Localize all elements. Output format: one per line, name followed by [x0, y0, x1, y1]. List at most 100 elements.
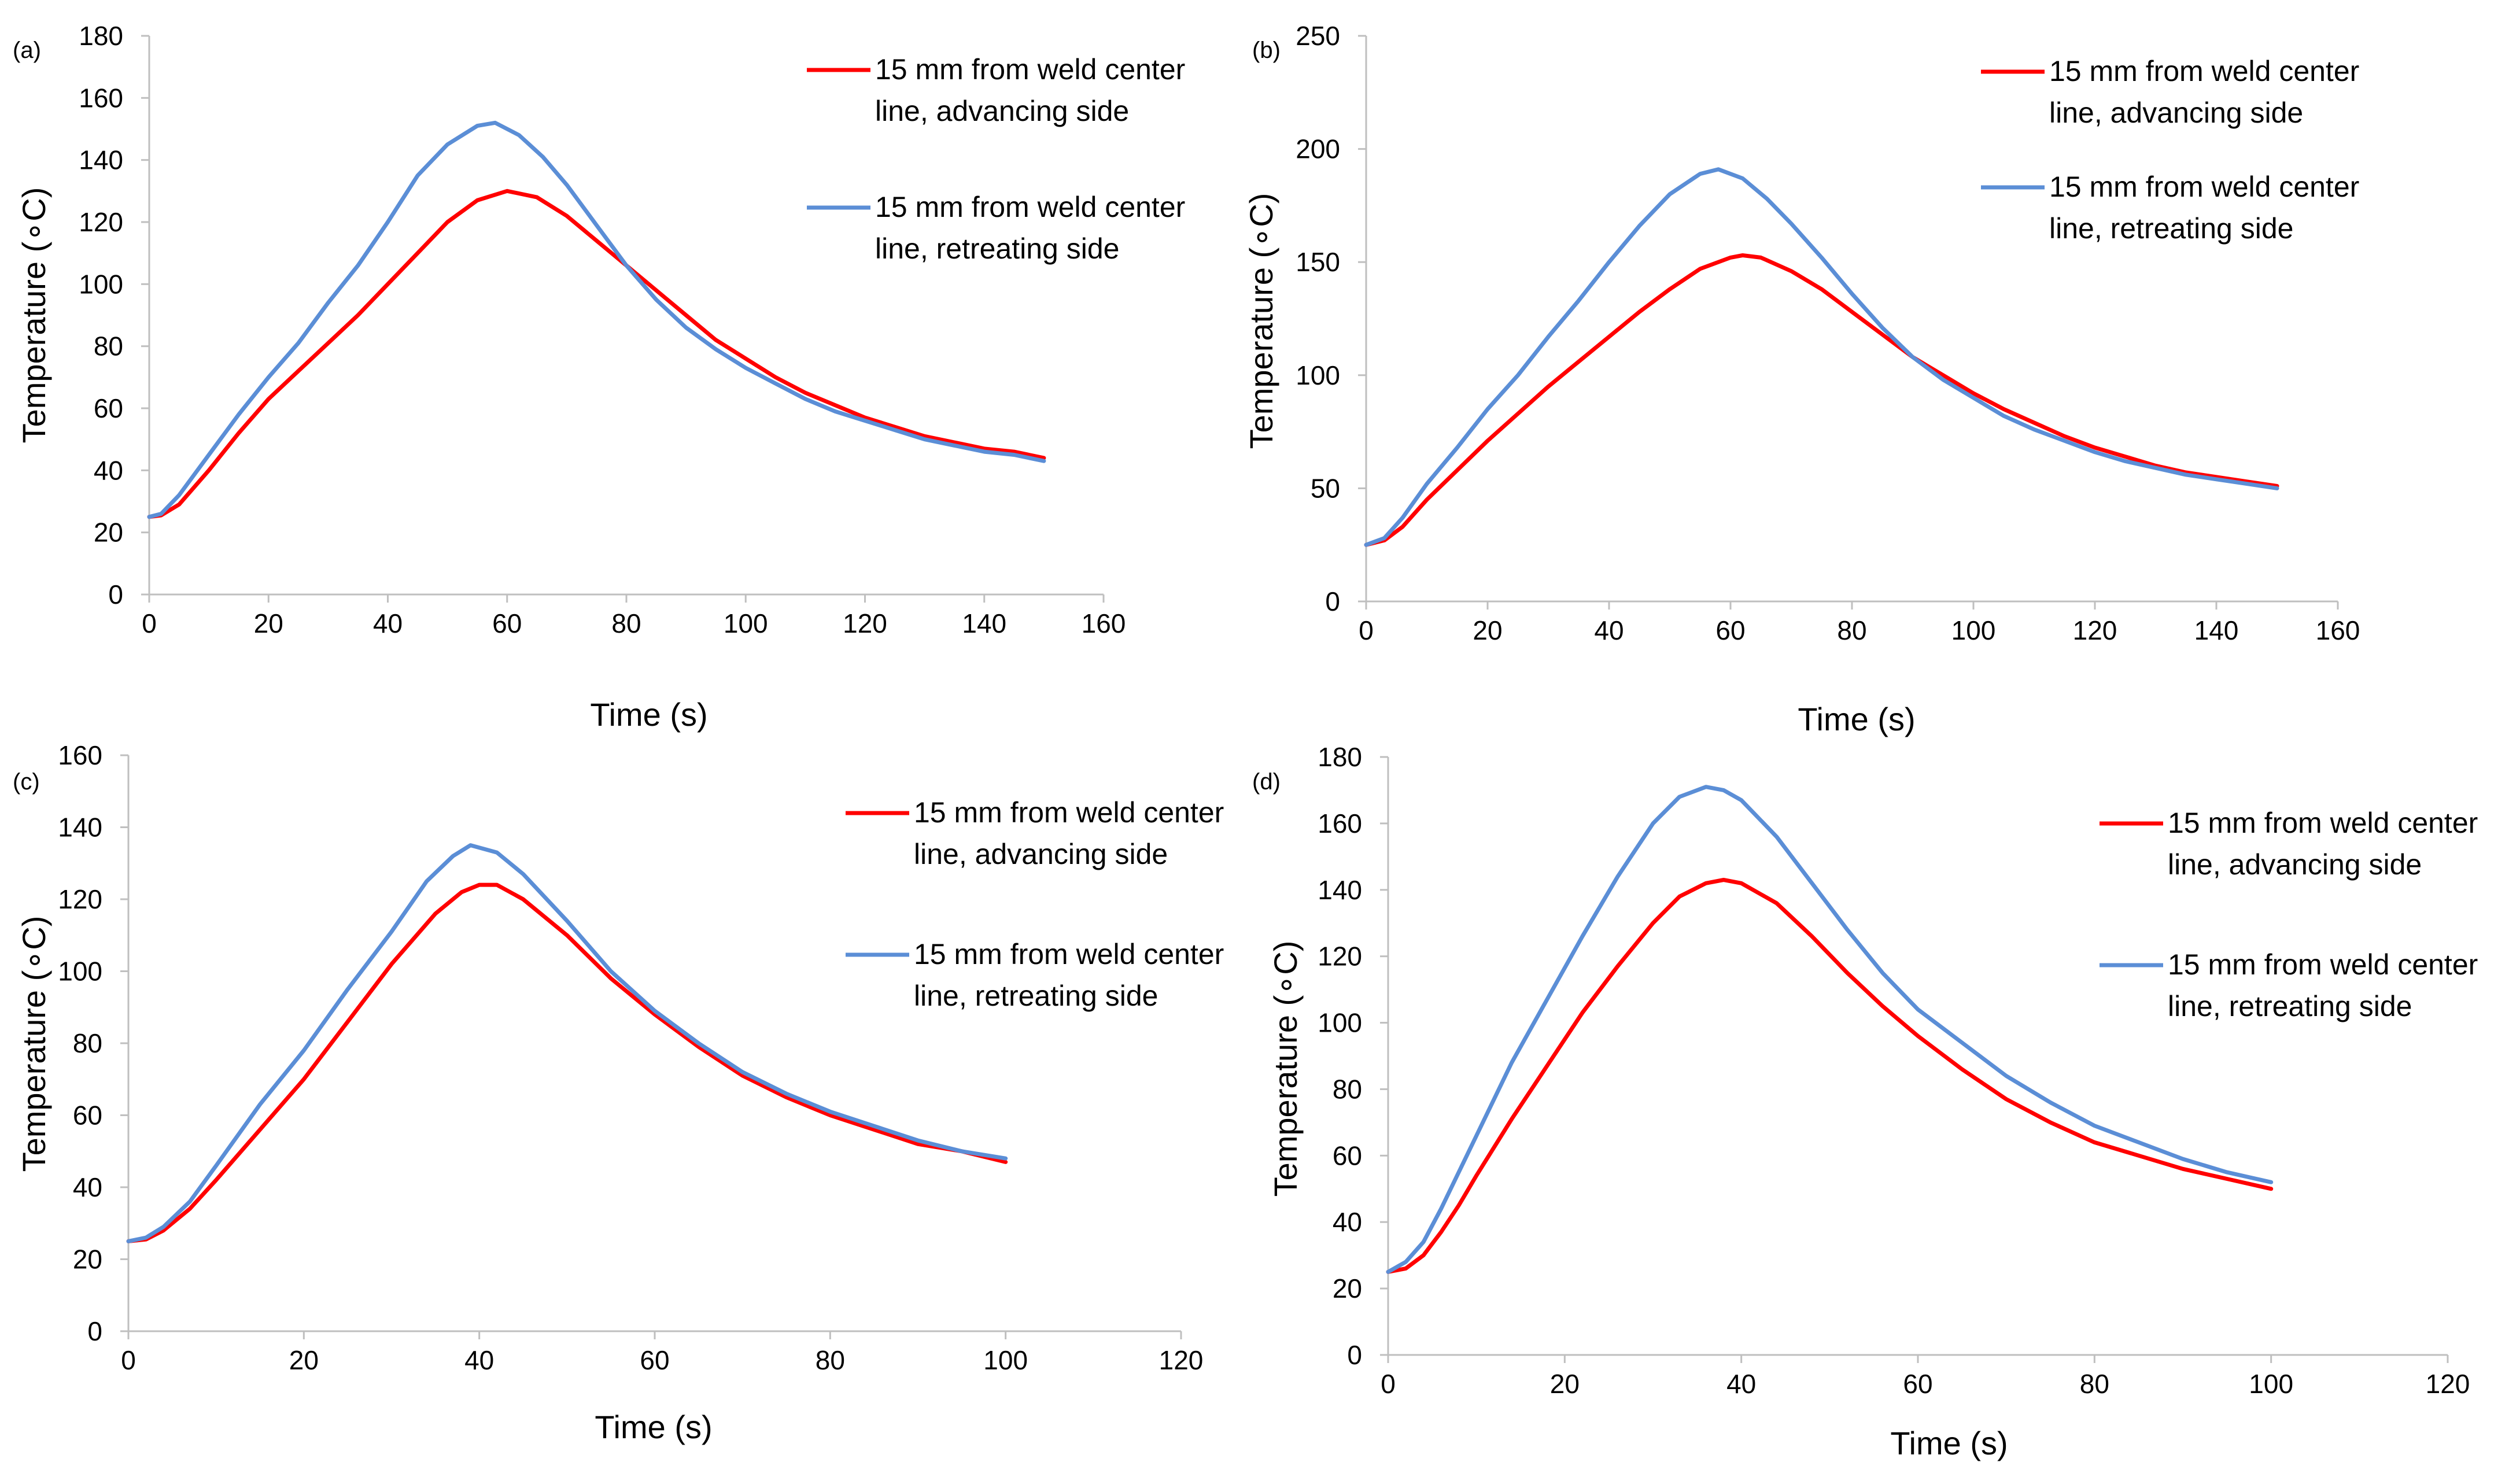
y-tick-label: 100: [58, 956, 102, 987]
series-line-retreating: [1364, 167, 2279, 547]
y-tick-label: 40: [73, 1172, 102, 1202]
chart-panel-4: 0 20 40 60 80 100 120 0 20 40 60 80 100 120 140 160 180 T…: [1252, 742, 2478, 1461]
y-tick-label: 100: [1296, 360, 1340, 390]
y-tick-label: 40: [94, 455, 123, 485]
y-tick-label: 0: [87, 1316, 102, 1346]
x-tick-label: 20: [289, 1345, 319, 1375]
x-tick-label: 20: [1473, 615, 1502, 645]
x-tick-label: 120: [843, 608, 887, 638]
x-axis-title: Time (s): [1798, 701, 1915, 737]
y-tick-label: 60: [94, 393, 123, 423]
x-tick-label: 80: [1837, 615, 1866, 645]
y-tick-label: 60: [73, 1100, 102, 1131]
x-tick-label: 80: [816, 1345, 845, 1375]
y-tick-label: 120: [58, 884, 102, 914]
legend-label-retreating-line2: line, retreating side: [914, 980, 1158, 1012]
y-tick-label: 140: [1318, 875, 1362, 905]
y-tick-label: 50: [1311, 473, 1340, 503]
y-tick-label: 200: [1296, 134, 1340, 164]
legend: 15 mm from weld center line, advancing si…: [1981, 55, 2359, 245]
x-tick-label: 140: [962, 608, 1006, 638]
y-tick-label: 40: [1333, 1207, 1362, 1237]
y-tick-label: 160: [1318, 808, 1362, 839]
y-tick-label: 100: [1318, 1008, 1362, 1038]
x-tick-label: 20: [254, 608, 283, 638]
legend-label-advancing: 15 mm from weld center: [914, 796, 1224, 829]
series-line-advancing: [147, 189, 1046, 519]
y-axis-title: Temperature (∘C): [1267, 941, 1304, 1197]
x-tick-label: 0: [142, 608, 157, 638]
x-tick-label: 80: [2080, 1369, 2109, 1399]
legend: 15 mm from weld center line, advancing si…: [807, 53, 1185, 265]
x-tick-label: 0: [1359, 615, 1374, 645]
y-tick-label: 180: [1318, 742, 1362, 772]
x-axis-title: Time (s): [1890, 1425, 2008, 1461]
y-tick-label: 160: [58, 740, 102, 770]
panel-label: (d): [1252, 769, 1281, 795]
legend-label-retreating: 15 mm from weld center: [914, 938, 1224, 970]
x-tick-label: 0: [121, 1345, 136, 1375]
legend-label-retreating-line2: line, retreating side: [2168, 990, 2412, 1022]
x-axis-title: Time (s): [590, 696, 707, 733]
legend-label-retreating-line2: line, retreating side: [875, 232, 1119, 265]
x-axis-title: Time (s): [595, 1409, 712, 1445]
x-tick-label: 100: [983, 1345, 1028, 1375]
legend-label-advancing-line2: line, advancing side: [875, 95, 1129, 127]
series-line-retreating: [147, 120, 1046, 519]
legend-label-advancing: 15 mm from weld center: [875, 53, 1185, 86]
y-tick-label: 140: [79, 145, 123, 175]
series-line-advancing: [1386, 878, 2274, 1274]
x-tick-label: 120: [1159, 1345, 1204, 1375]
legend-label-retreating-line2: line, retreating side: [2049, 212, 2293, 245]
panel-label: (a): [13, 38, 41, 63]
legend-label-advancing-line2: line, advancing side: [2168, 848, 2422, 881]
x-tick-label: 100: [1951, 615, 1996, 645]
y-tick-label: 120: [1318, 941, 1362, 972]
x-tick-label: 160: [1082, 608, 1126, 638]
chart-panel-3: 0 20 40 60 80 100 120 0 20 40 60 80 100 120 140 160 Time…: [13, 740, 1224, 1445]
x-tick-label: 60: [640, 1345, 669, 1375]
y-tick-label: 20: [1333, 1273, 1362, 1303]
x-tick-label: 120: [2073, 615, 2117, 645]
x-tick-label: 40: [373, 608, 403, 638]
series-line-advancing: [126, 882, 1008, 1243]
y-tick-label: 0: [108, 579, 123, 610]
x-tick-label: 100: [2249, 1369, 2293, 1399]
legend-label-advancing: 15 mm from weld center: [2049, 55, 2359, 87]
y-tick-label: 250: [1296, 21, 1340, 51]
series-line-advancing: [1364, 253, 2279, 547]
x-tick-label: 20: [1550, 1369, 1580, 1399]
y-tick-label: 80: [73, 1028, 102, 1058]
panel-label: (b): [1252, 38, 1281, 63]
panel-label: (c): [13, 769, 40, 795]
x-tick-label: 60: [1715, 615, 1745, 645]
y-tick-label: 80: [94, 331, 123, 361]
chart-panel-2: 0 20 40 60 80 100 120 140 160 0 50 100 150 200 250 Time…: [1243, 21, 2360, 737]
legend: 15 mm from weld center line, advancing si…: [2100, 807, 2478, 1022]
y-tick-label: 0: [1325, 586, 1340, 616]
y-tick-label: 80: [1333, 1074, 1362, 1104]
y-tick-label: 20: [73, 1244, 102, 1275]
legend-label-advancing: 15 mm from weld center: [2168, 807, 2478, 839]
legend-label-advancing-line2: line, advancing side: [914, 838, 1168, 870]
y-tick-label: 0: [1347, 1340, 1362, 1370]
legend-label-retreating: 15 mm from weld center: [2049, 171, 2359, 203]
x-tick-label: 140: [2194, 615, 2239, 645]
x-tick-label: 120: [2426, 1369, 2470, 1399]
legend: 15 mm from weld center line, advancing si…: [846, 796, 1224, 1012]
x-tick-label: 0: [1381, 1369, 1396, 1399]
legend-label-retreating: 15 mm from weld center: [875, 191, 1185, 223]
y-tick-label: 180: [79, 21, 123, 51]
y-tick-label: 120: [79, 207, 123, 237]
y-axis-title: Temperature (∘C): [16, 187, 52, 444]
x-tick-label: 100: [724, 608, 768, 638]
x-tick-label: 160: [2316, 615, 2360, 645]
y-axis-title: Temperature (∘C): [1243, 193, 1279, 449]
x-tick-label: 60: [492, 608, 522, 638]
x-tick-label: 60: [1903, 1369, 1932, 1399]
x-tick-label: 40: [1594, 615, 1624, 645]
y-tick-label: 160: [79, 83, 123, 113]
y-tick-label: 140: [58, 812, 102, 843]
y-tick-label: 150: [1296, 247, 1340, 277]
